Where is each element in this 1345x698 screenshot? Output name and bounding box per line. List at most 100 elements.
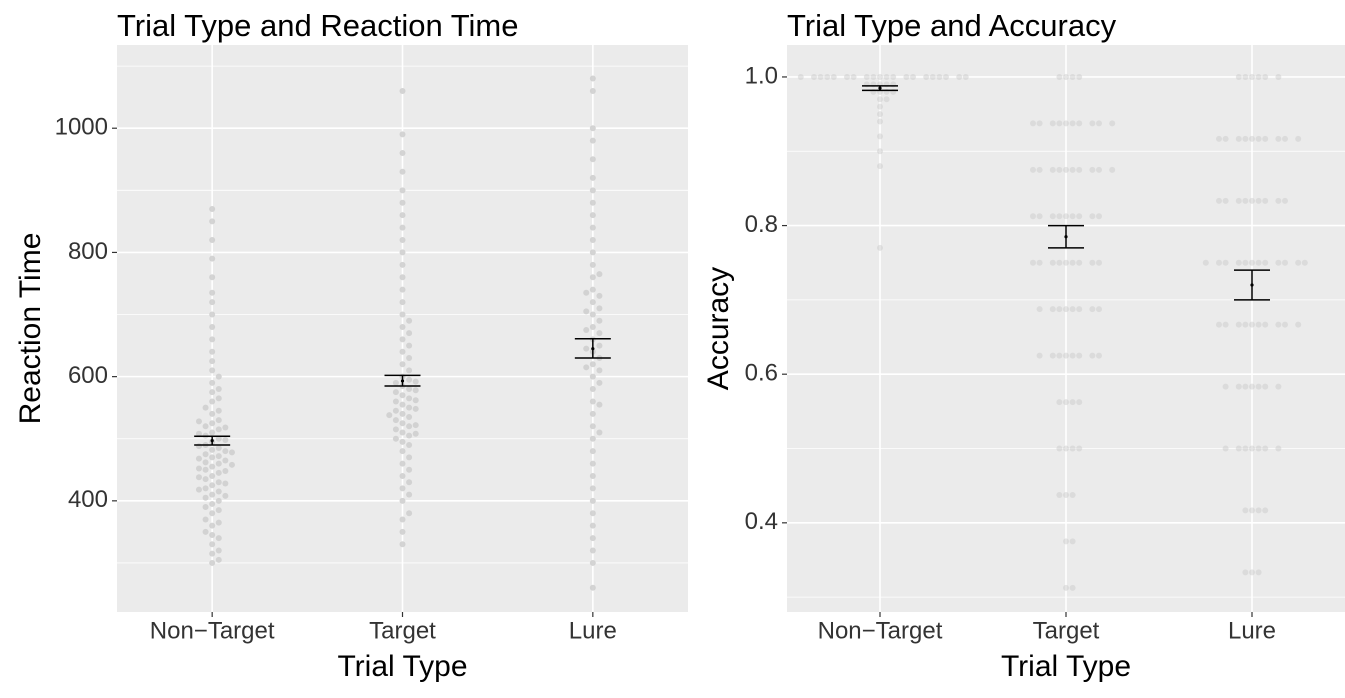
data-point bbox=[1255, 259, 1262, 266]
data-point bbox=[1069, 120, 1076, 127]
data-point bbox=[209, 420, 216, 427]
data-point bbox=[583, 327, 590, 334]
data-point bbox=[596, 330, 603, 337]
data-point bbox=[830, 73, 837, 80]
data-point bbox=[1255, 445, 1262, 452]
data-point bbox=[1089, 120, 1096, 127]
data-point bbox=[202, 404, 209, 411]
data-point bbox=[406, 441, 413, 448]
data-point bbox=[228, 461, 235, 468]
data-point bbox=[215, 407, 222, 414]
data-point bbox=[1030, 259, 1036, 266]
data-point bbox=[870, 73, 877, 80]
data-point bbox=[412, 378, 419, 385]
data-point bbox=[392, 398, 399, 405]
data-point bbox=[589, 460, 596, 467]
data-point bbox=[1056, 306, 1063, 313]
data-point bbox=[215, 445, 222, 452]
data-point bbox=[1295, 135, 1302, 142]
data-point bbox=[1036, 352, 1043, 359]
x-tick-label: Non−Target bbox=[818, 617, 943, 644]
data-point bbox=[399, 168, 406, 175]
data-point bbox=[1089, 259, 1096, 266]
data-point bbox=[589, 510, 596, 517]
data-point bbox=[1262, 135, 1269, 142]
data-point bbox=[877, 148, 883, 155]
data-point bbox=[1076, 445, 1083, 452]
data-point bbox=[1036, 306, 1043, 313]
data-point bbox=[399, 429, 406, 436]
data-point bbox=[923, 73, 930, 80]
data-point bbox=[1282, 197, 1288, 204]
data-point bbox=[399, 420, 406, 427]
data-point bbox=[399, 237, 406, 244]
data-point bbox=[1235, 259, 1242, 266]
data-point bbox=[215, 373, 222, 380]
data-point bbox=[222, 480, 229, 487]
data-point bbox=[962, 73, 969, 80]
data-point bbox=[209, 289, 216, 296]
data-point bbox=[1222, 135, 1229, 142]
data-point bbox=[1056, 399, 1063, 406]
data-point bbox=[1262, 197, 1269, 204]
data-point bbox=[589, 448, 596, 455]
y-axis-title: Reaction Time bbox=[14, 233, 47, 425]
data-point bbox=[202, 451, 209, 458]
data-point bbox=[1109, 120, 1116, 127]
data-point bbox=[1242, 507, 1249, 514]
data-point bbox=[1249, 445, 1255, 452]
data-point bbox=[1255, 507, 1262, 514]
data-point bbox=[1063, 73, 1069, 80]
data-point bbox=[1222, 259, 1229, 266]
data-point bbox=[883, 96, 890, 103]
data-point bbox=[406, 479, 413, 486]
data-point bbox=[589, 361, 596, 368]
data-point bbox=[209, 559, 216, 566]
data-point bbox=[406, 510, 413, 517]
data-point bbox=[215, 453, 222, 460]
data-point bbox=[1216, 259, 1222, 266]
data-point bbox=[392, 407, 399, 414]
data-point bbox=[1056, 491, 1063, 498]
data-point bbox=[1063, 352, 1069, 359]
data-point bbox=[1242, 445, 1249, 452]
data-point bbox=[1262, 383, 1269, 390]
y-tick-label: 800 bbox=[68, 238, 108, 265]
data-point bbox=[589, 435, 596, 442]
data-point bbox=[589, 187, 596, 194]
data-point bbox=[1069, 166, 1076, 173]
data-point bbox=[215, 547, 222, 554]
data-point bbox=[202, 423, 209, 430]
data-point bbox=[406, 317, 413, 324]
data-point bbox=[399, 224, 406, 231]
data-point bbox=[215, 426, 222, 433]
data-point bbox=[209, 274, 216, 281]
data-point bbox=[406, 395, 413, 402]
data-point bbox=[1076, 213, 1083, 220]
data-point bbox=[1255, 197, 1262, 204]
data-point bbox=[1036, 120, 1043, 127]
data-point bbox=[202, 516, 209, 523]
data-point bbox=[209, 541, 216, 548]
data-point bbox=[1249, 135, 1255, 142]
data-point bbox=[399, 410, 406, 417]
data-point bbox=[399, 150, 406, 157]
data-point bbox=[1069, 73, 1076, 80]
data-point bbox=[209, 255, 216, 262]
data-point bbox=[1262, 507, 1269, 514]
data-point bbox=[399, 541, 406, 548]
data-point bbox=[589, 373, 596, 380]
y-tick-label: 1000 bbox=[55, 114, 108, 141]
data-point bbox=[1096, 259, 1102, 266]
data-point bbox=[222, 457, 229, 464]
data-point bbox=[589, 497, 596, 504]
data-point bbox=[1249, 321, 1255, 328]
data-point bbox=[589, 535, 596, 542]
data-point bbox=[202, 528, 209, 535]
data-point bbox=[392, 417, 399, 424]
data-point bbox=[589, 311, 596, 318]
data-point bbox=[1249, 383, 1255, 390]
data-point bbox=[877, 111, 883, 118]
data-point bbox=[399, 311, 406, 318]
data-point bbox=[583, 364, 590, 371]
